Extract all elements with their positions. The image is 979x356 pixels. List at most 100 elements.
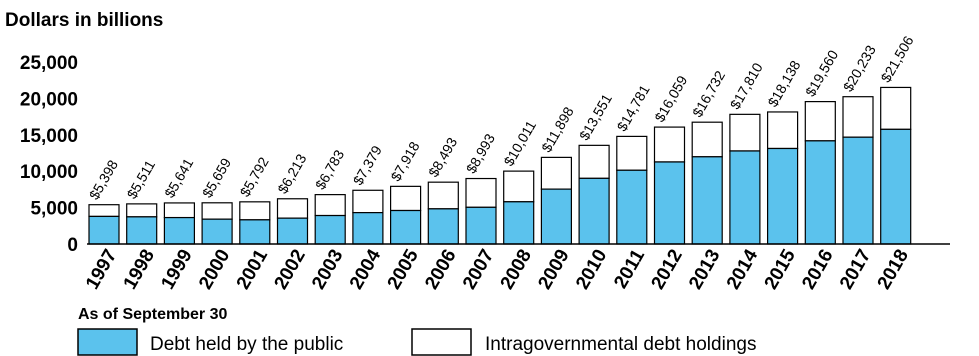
x-tick-label: 1999: [157, 246, 196, 293]
total-label: $10,011: [500, 118, 539, 169]
legend-label-public: Debt held by the public: [150, 334, 343, 355]
bar-public: [390, 209, 422, 245]
bar-public: [578, 177, 610, 245]
bar-intragovernmental: [766, 111, 799, 150]
bar-public: [804, 140, 836, 245]
x-tick-label: 2003: [308, 246, 347, 293]
bar-public: [540, 188, 573, 245]
bar-intragovernmental: [540, 156, 573, 190]
x-tick-label: 2011: [610, 246, 649, 293]
bar-intragovernmental: [465, 177, 497, 208]
bar-public: [352, 212, 384, 245]
y-axis-title: Dollars in billions: [5, 10, 163, 31]
total-label: $21,506: [877, 33, 916, 85]
bar-intragovernmental: [616, 135, 648, 171]
y-tick-label: 0: [67, 235, 78, 256]
bar-public: [766, 147, 799, 245]
bar-public: [616, 169, 648, 245]
y-tick-label: 25,000: [20, 53, 78, 74]
bar-public: [842, 136, 874, 245]
total-label: $11,898: [538, 104, 577, 155]
bar-intragovernmental: [880, 86, 912, 130]
x-tick-label: 2006: [421, 246, 460, 293]
y-tick-label: 20,000: [20, 89, 78, 110]
x-tick-label: 2017: [836, 246, 875, 293]
y-axis-ticks: 0 5,000 10,000 15,000 20,000 25,000: [20, 53, 78, 256]
total-label: $8,993: [463, 131, 498, 176]
y-tick-label: 5,000: [30, 199, 78, 220]
x-tick-label: 2016: [798, 246, 837, 293]
total-label: $6,213: [274, 151, 309, 196]
total-label: $18,138: [764, 57, 803, 109]
total-label: $7,918: [387, 139, 422, 184]
bar-public: [691, 156, 723, 245]
bar-intragovernmental: [239, 201, 271, 221]
bar-public: [729, 150, 761, 245]
bar-intragovernmental: [842, 96, 874, 138]
x-tick-label: 2000: [195, 246, 234, 293]
bar-public: [427, 208, 459, 245]
total-label: $5,659: [199, 155, 234, 200]
x-tick-label: 2008: [497, 246, 536, 293]
x-tick-label: 2012: [648, 246, 687, 293]
bars: [88, 86, 912, 245]
bar-public: [88, 215, 120, 245]
y-tick-label: 10,000: [20, 162, 78, 183]
bar-public: [276, 217, 309, 245]
x-tick-label: 2002: [271, 246, 310, 293]
bar-intragovernmental: [390, 185, 422, 212]
bar-intragovernmental: [88, 204, 120, 218]
bar-public: [239, 219, 271, 245]
bar-intragovernmental: [653, 126, 686, 163]
legend-label-intragovernmental: Intragovernmental debt holdings: [485, 334, 756, 355]
x-axis-ticks: 1997199819992000200120022003200420052006…: [82, 246, 913, 293]
bar-public: [465, 206, 497, 245]
date-note: As of September 30: [78, 306, 227, 323]
bar-public: [126, 216, 158, 245]
legend-swatch-intragovernmental: [411, 328, 472, 356]
total-label: $13,551: [576, 91, 615, 143]
x-tick-label: 2018: [874, 246, 913, 293]
total-label: $6,783: [312, 147, 347, 192]
bar-public: [201, 218, 233, 245]
y-tick-label: 15,000: [20, 126, 78, 147]
x-tick-label: 2009: [534, 246, 573, 293]
total-label: $16,059: [651, 73, 690, 125]
x-tick-label: 1997: [82, 246, 121, 293]
total-label: $20,233: [840, 42, 879, 94]
x-tick-label: 2004: [346, 246, 386, 293]
total-label: $5,792: [237, 154, 272, 199]
x-tick-label: 2005: [384, 246, 424, 293]
bar-intragovernmental: [804, 101, 836, 142]
bar-intragovernmental: [126, 203, 158, 218]
bar-intragovernmental: [729, 113, 761, 152]
bar-intragovernmental: [314, 194, 346, 217]
total-label: $14,781: [614, 82, 653, 134]
bar-intragovernmental: [427, 181, 459, 210]
bar-public: [163, 216, 195, 245]
total-label: $16,732: [689, 68, 728, 120]
x-tick-label: 2001: [233, 246, 273, 293]
x-tick-label: 2013: [685, 246, 724, 293]
total-label: $8,493: [425, 134, 460, 179]
total-label: $19,560: [802, 47, 841, 99]
legend-swatch-public: [77, 328, 138, 356]
x-tick-label: 1998: [120, 246, 159, 293]
bar-intragovernmental: [201, 202, 233, 220]
bar-public: [314, 214, 346, 245]
total-label: $5,398: [86, 157, 121, 202]
x-tick-label: 2007: [459, 246, 498, 293]
x-tick-label: 2015: [761, 246, 801, 293]
bar-intragovernmental: [352, 189, 384, 214]
total-label: $17,810: [727, 60, 766, 112]
x-tick-label: 2014: [723, 246, 763, 293]
x-tick-label: 2010: [572, 246, 611, 293]
total-label: $5,641: [161, 155, 196, 200]
bar-public: [503, 201, 535, 245]
bar-intragovernmental: [163, 202, 195, 219]
bar-intragovernmental: [691, 121, 723, 158]
total-label: $7,379: [350, 143, 385, 188]
bar-public: [653, 161, 686, 245]
bar-intragovernmental: [578, 144, 610, 179]
